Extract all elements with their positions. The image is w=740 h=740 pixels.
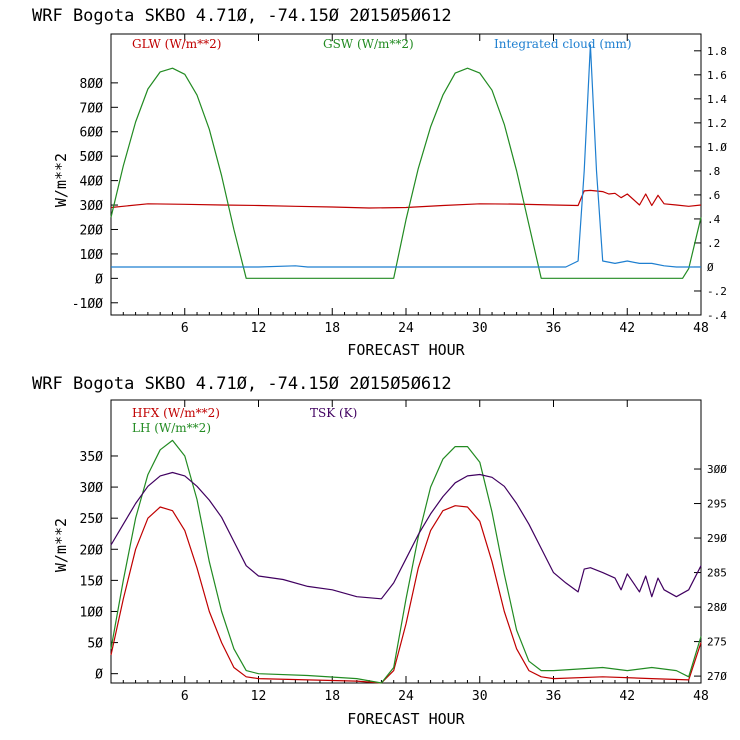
chart-1-legend-glw: GLW (W/m**2) [132, 37, 221, 51]
chart-1-y2-tick-label: .8 [707, 165, 720, 178]
chart-2-xlabel: FORECAST HOUR [347, 710, 465, 728]
chart-1-y2-tick-label: .6 [707, 189, 720, 202]
chart-2-y-tick-label: 2ØØ [80, 543, 104, 558]
chart-1-y2-tick-label: -.4 [707, 309, 727, 322]
chart-2-legend-tsk: TSK (K) [310, 406, 357, 420]
chart-2-ylabel: W/m**2 [52, 518, 70, 572]
chart-1-y-tick-label: 5ØØ [80, 150, 104, 165]
chart-1-x-tick-label: 48 [693, 321, 709, 336]
chart-2-series-line-1 [110, 505, 702, 684]
chart-1-x-tick-label: 42 [619, 321, 635, 336]
chart-1-y2-tick-label: 1.6 [707, 69, 727, 82]
chart-1-y-tick-label: -1ØØ [72, 297, 103, 312]
chart-2-x-tick-label: 30 [472, 689, 488, 704]
chart-2-x-tick-label: 48 [693, 689, 709, 704]
chart-1-xlabel: FORECAST HOUR [347, 341, 465, 359]
chart-1-y-tick-label: Ø [95, 272, 103, 287]
chart-2-y2-tick-label: 28Ø [707, 601, 727, 614]
chart-2-y2-tick-label: 295 [707, 498, 727, 511]
chart-2-series-line-3 [110, 471, 702, 600]
chart-1-plot-frame [110, 33, 702, 316]
chart-2-y-tick-label: 25Ø [80, 512, 104, 527]
chart-1-y-tick-label: 6ØØ [80, 126, 104, 141]
chart-1-series-line-3 [111, 44, 701, 268]
chart-2: WRF Bogota SKBO 4.71Ø, -74.15Ø 2Ø15Ø5Ø61… [32, 374, 727, 728]
chart-1-y-tick-label: 4ØØ [80, 175, 104, 190]
chart-2-y-tick-label: 5Ø [87, 637, 103, 652]
chart-2-x-tick-label: 24 [398, 689, 414, 704]
chart-2-y-tick-label: 1ØØ [80, 605, 104, 620]
chart-2-legend-lh: LH (W/m**2) [132, 421, 211, 435]
chart-1-y2-tick-label: -.2 [707, 285, 727, 298]
chart-2-y-tick-label: 15Ø [80, 574, 104, 589]
chart-2-series-line-2 [110, 439, 702, 684]
chart-2-y2-tick-label: 285 [707, 567, 727, 580]
chart-1-x-tick-label: 24 [398, 321, 414, 336]
chart-1-y2-tick-label: .4 [707, 213, 721, 226]
chart-1-y-tick-label: 1ØØ [80, 248, 104, 263]
chart-2-legend-hfx: HFX (W/m**2) [132, 406, 220, 420]
chart-1-y-tick-label: 7ØØ [80, 101, 104, 116]
chart-2-plot-frame [110, 399, 702, 684]
chart-1-series-line-1 [110, 189, 702, 209]
chart-1-legend-cloud: Integrated cloud (mm) [494, 37, 632, 51]
chart-1-y2-tick-label: 1.2 [707, 117, 727, 130]
chart-2-y-tick-label: Ø [95, 668, 103, 683]
chart-1-y2-tick-label: Ø [707, 261, 714, 274]
chart-1-y-tick-label: 2ØØ [80, 223, 104, 238]
chart-1-y2-tick-label: 1.4 [707, 93, 727, 106]
chart-1-y2-tick-label: .2 [707, 237, 720, 250]
chart-2-x-tick-label: 12 [251, 689, 267, 704]
chart-1-ylabel: W/m**2 [52, 153, 70, 207]
chart-1-x-tick-label: 6 [181, 321, 189, 336]
chart-1-y2-tick-label: 1.Ø [707, 141, 727, 154]
chart-2-y-tick-label: 35Ø [80, 450, 104, 465]
chart-1-y-tick-label: 8ØØ [80, 77, 104, 92]
chart-1: WRF Bogota SKBO 4.71Ø, -74.15Ø 2Ø15Ø5Ø61… [32, 6, 727, 359]
chart-1-y-tick-label: 3ØØ [80, 199, 104, 214]
chart-2-x-tick-label: 18 [324, 689, 340, 704]
chart-2-y2-tick-label: 29Ø [707, 532, 727, 545]
chart-2-x-tick-label: 6 [181, 689, 189, 704]
chart-1-legend-gsw: GSW (W/m**2) [323, 37, 414, 51]
chart-1-x-tick-label: 30 [472, 321, 488, 336]
chart-1-y2-tick-label: 1.8 [707, 45, 727, 58]
chart-2-y2-tick-label: 275 [707, 636, 727, 649]
chart-2-y-tick-label: 3ØØ [80, 481, 104, 496]
chart-2-y2-tick-label: 27Ø [707, 670, 727, 683]
chart-1-title: WRF Bogota SKBO 4.71Ø, -74.15Ø 2Ø15Ø5Ø61… [32, 6, 452, 26]
chart-2-y2-tick-label: 3ØØ [707, 463, 727, 476]
chart-1-x-tick-label: 12 [251, 321, 267, 336]
chart-1-series-line-2 [110, 67, 702, 279]
chart-1-x-tick-label: 36 [546, 321, 562, 336]
chart-2-x-tick-label: 42 [619, 689, 635, 704]
chart-1-x-tick-label: 18 [324, 321, 340, 336]
chart-2-title: WRF Bogota SKBO 4.71Ø, -74.15Ø 2Ø15Ø5Ø61… [32, 374, 452, 394]
chart-2-x-tick-label: 36 [546, 689, 562, 704]
